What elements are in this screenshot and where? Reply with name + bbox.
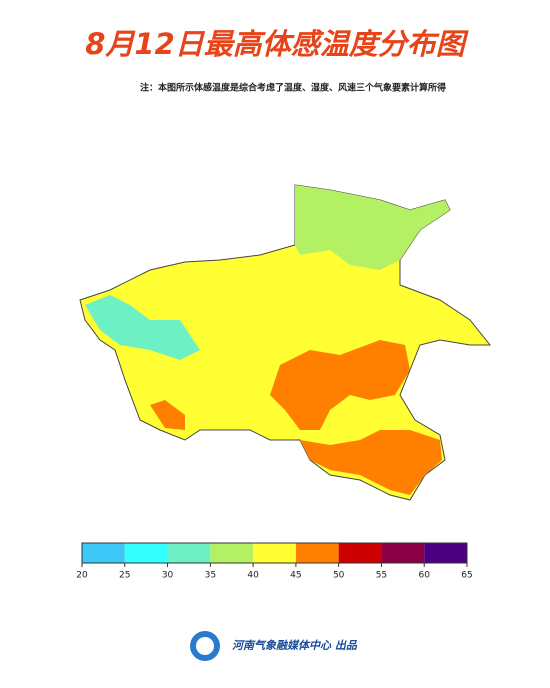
- legend-swatch: [381, 543, 425, 563]
- legend-tick-label: 45: [290, 571, 301, 581]
- legend-tick-label: 60: [418, 571, 430, 581]
- legend-swatch: [295, 543, 339, 563]
- legend-swatch: [338, 543, 382, 563]
- legend-tick-label: 35: [205, 571, 216, 581]
- legend-swatch: [124, 543, 168, 563]
- region-orange: [270, 340, 410, 430]
- legend-swatch: [253, 543, 296, 563]
- legend-tick-label: 25: [119, 571, 130, 581]
- logo: [190, 631, 220, 661]
- legend-tick-label: 20: [76, 571, 88, 581]
- map: [79, 184, 492, 501]
- legend-tick-label: 65: [461, 571, 472, 581]
- legend-tick-label: 55: [376, 571, 387, 581]
- region-orange: [150, 400, 185, 430]
- region-orange: [300, 430, 442, 495]
- legend-swatch: [210, 543, 254, 563]
- legend-frame: [81, 542, 468, 564]
- legend-swatch: [82, 543, 125, 563]
- legend-tick-label: 30: [162, 571, 174, 581]
- footer: 河南气象融媒体中心 出品: [232, 639, 358, 652]
- legend-tick-label: 50: [333, 571, 345, 581]
- title: 8月12日最高体感温度分布图: [85, 27, 469, 61]
- region-green: [295, 185, 450, 270]
- region-cyan: [85, 295, 200, 360]
- legend-swatch: [167, 543, 211, 563]
- legend-tick-label: 40: [247, 571, 259, 581]
- note: 注：本图所示体感温度是综合考虑了温度、湿度、风速三个气象要素计算所得: [140, 82, 446, 94]
- legend-swatch: [424, 543, 467, 563]
